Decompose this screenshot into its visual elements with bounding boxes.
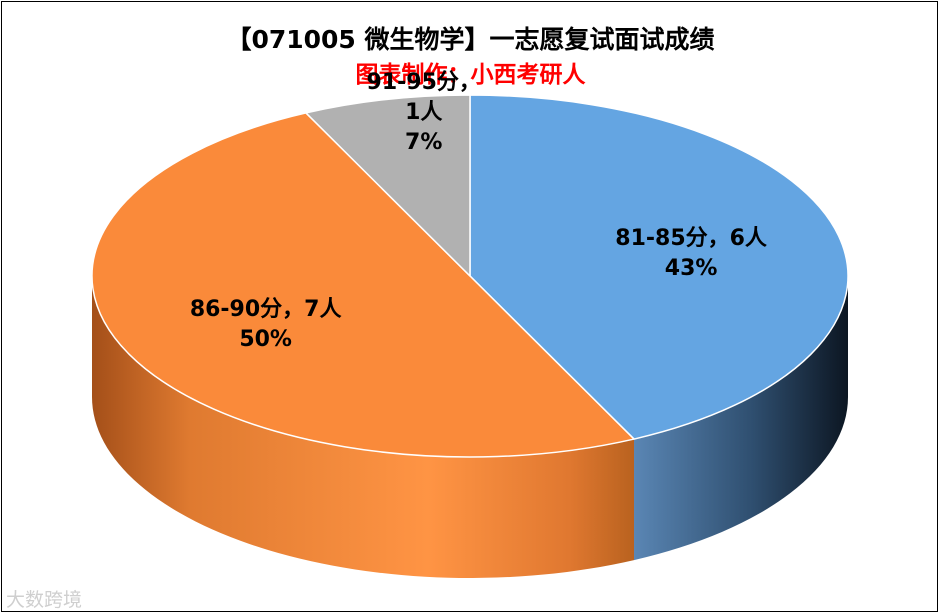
chart-subtitle: 图表制作：小西考研人 [355,62,586,88]
slice-81-85-label: 81-85分，6人 [615,226,767,251]
slice-91-95-label: 91-95分， [367,70,481,95]
watermark: 大数跨境 [6,589,83,611]
slice-81-85-side [634,276,848,561]
slice-86-90 [91,112,635,458]
slice-86-90-label: 50% [239,327,292,352]
slice-91-95 [305,94,471,277]
slice-91-95-label: 1人 [405,100,442,125]
slice-81-85-label: 43% [665,256,718,281]
slice-81-85 [469,94,849,440]
slice-91-95-label: 7% [405,130,442,155]
chart-title: 【071005 微生物学】一志愿复试面试成绩 [226,25,715,54]
slice-86-90-label: 86-90分，7人 [190,297,342,322]
slice-86-90-side [92,276,635,578]
